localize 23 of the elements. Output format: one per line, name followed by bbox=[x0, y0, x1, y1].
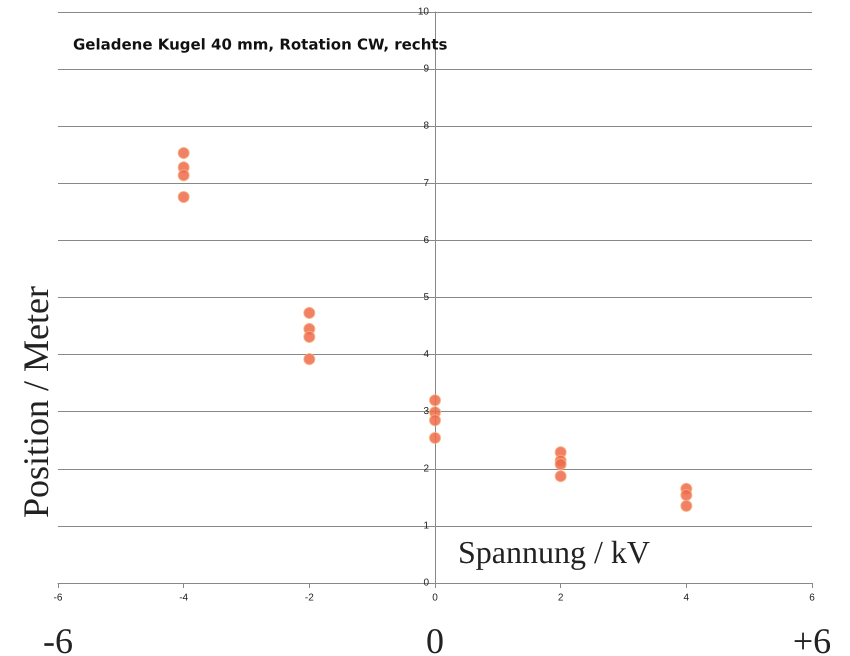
x-tick-label: 2 bbox=[558, 592, 564, 604]
x-axis-title: Spannung / kV bbox=[458, 534, 650, 570]
y-tick-label: 0 bbox=[423, 578, 430, 588]
y-axis-title: Position / Meter bbox=[16, 286, 56, 518]
y-tick-label: 7 bbox=[423, 178, 430, 189]
text: Geladene Kugel 40 mm, Rotation CW, rechts bbox=[73, 36, 448, 54]
x-tick-label: -4 bbox=[179, 592, 189, 604]
y-tick-label: 6 bbox=[423, 234, 430, 246]
text: +6 bbox=[792, 621, 832, 656]
x-tick-label: -2 bbox=[304, 592, 314, 604]
y-tick-label: 3 bbox=[423, 406, 430, 418]
x-tick-label: 0 bbox=[432, 592, 438, 604]
x-tick-label: -6 bbox=[54, 592, 63, 604]
text: -6 bbox=[43, 621, 73, 656]
y-tick-label: 1 bbox=[423, 520, 430, 532]
x-tick-label: 4 bbox=[684, 592, 690, 604]
y-tick-label: 10 bbox=[418, 6, 430, 18]
x-tick-label: 6 bbox=[809, 592, 816, 604]
y-tick-label: 4 bbox=[423, 349, 430, 360]
y-tick-label: 5 bbox=[423, 292, 430, 303]
y-tick-label: 2 bbox=[423, 463, 430, 474]
y-tick-label: 9 bbox=[423, 64, 430, 75]
y-tick-label: 8 bbox=[423, 120, 430, 132]
